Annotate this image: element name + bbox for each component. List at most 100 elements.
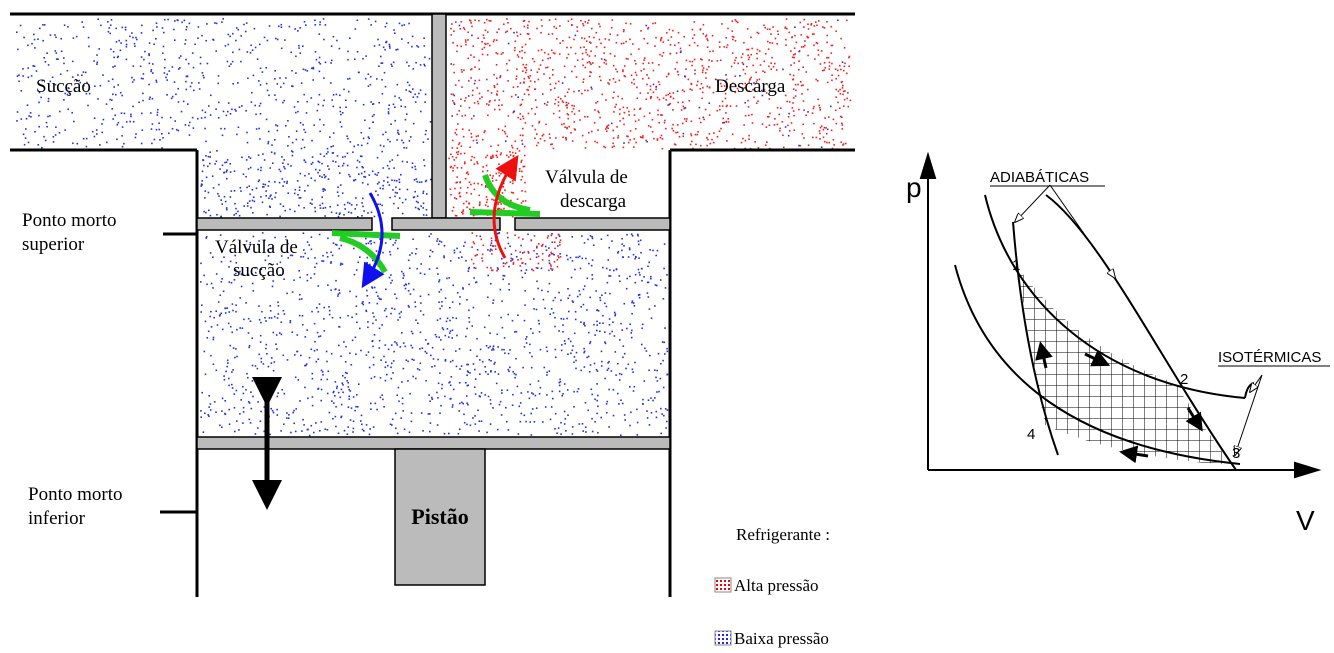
particle <box>33 65 36 67</box>
particle <box>161 133 163 135</box>
particle <box>701 58 703 61</box>
particle <box>227 322 230 325</box>
particle <box>814 58 816 60</box>
particle <box>291 291 294 293</box>
particle <box>611 122 613 125</box>
particle <box>770 62 772 64</box>
particle <box>396 154 399 157</box>
particle <box>451 329 454 332</box>
particle <box>471 232 474 234</box>
particle <box>563 65 566 68</box>
particle <box>696 44 699 47</box>
particle <box>372 103 374 105</box>
particle <box>222 18 224 20</box>
particle <box>465 200 468 203</box>
particle <box>826 56 828 59</box>
particle <box>620 42 623 45</box>
particle <box>726 104 728 107</box>
particle <box>582 303 585 306</box>
particle <box>514 376 516 379</box>
particle <box>646 74 648 76</box>
particle <box>449 166 452 169</box>
particle <box>298 47 300 49</box>
particle <box>607 259 610 261</box>
particle <box>458 192 461 195</box>
particle <box>303 128 305 131</box>
particle <box>330 211 333 214</box>
particle <box>792 102 794 104</box>
particle <box>547 235 549 237</box>
particle <box>34 131 36 133</box>
particle <box>453 102 455 104</box>
particle <box>324 176 326 179</box>
particle <box>493 363 495 365</box>
particle <box>553 241 556 243</box>
particle <box>417 207 419 210</box>
particle <box>648 424 651 426</box>
particle <box>430 354 432 357</box>
particle <box>571 104 573 107</box>
particle <box>425 214 428 216</box>
particle <box>510 95 513 98</box>
particle <box>608 324 611 326</box>
particle <box>272 411 275 414</box>
particle <box>330 261 332 263</box>
particle <box>348 90 350 93</box>
particle <box>503 337 506 339</box>
particle <box>288 414 290 416</box>
particle <box>481 257 483 259</box>
particle <box>625 367 627 370</box>
particle <box>306 70 309 72</box>
particle <box>271 409 274 412</box>
particle <box>34 47 36 49</box>
particle <box>27 76 30 79</box>
particle <box>561 82 564 84</box>
particle <box>476 249 479 251</box>
particle <box>348 388 350 391</box>
particle <box>474 79 476 82</box>
particle <box>357 261 359 264</box>
particle <box>549 137 551 139</box>
particle <box>192 66 195 69</box>
particle <box>348 398 350 400</box>
particle <box>264 183 267 186</box>
particle <box>265 343 268 346</box>
particle <box>633 305 636 307</box>
particle <box>336 385 338 388</box>
particle <box>627 256 630 258</box>
particle <box>592 244 595 246</box>
particle <box>390 63 393 66</box>
particle <box>520 412 523 415</box>
particle <box>315 58 318 61</box>
particle <box>398 178 401 181</box>
particle <box>584 402 587 404</box>
particle <box>332 132 335 134</box>
particle <box>389 160 391 163</box>
particle <box>643 68 645 70</box>
particle <box>573 121 576 123</box>
particle <box>22 68 24 70</box>
particle <box>45 121 48 124</box>
particle <box>612 64 615 67</box>
particle <box>310 97 313 99</box>
particle <box>489 345 491 348</box>
particle <box>773 124 776 126</box>
particle <box>803 137 805 139</box>
particle <box>383 309 386 312</box>
particle <box>804 40 806 42</box>
particle <box>141 24 143 27</box>
particle <box>297 379 300 381</box>
particle <box>649 97 652 100</box>
particle <box>497 144 499 147</box>
particle <box>227 362 229 364</box>
particle <box>246 141 249 144</box>
particle <box>507 115 510 117</box>
particle <box>818 130 821 132</box>
particle <box>748 90 750 92</box>
particle <box>667 73 670 76</box>
particle <box>155 38 157 40</box>
particle <box>108 27 111 29</box>
particle <box>516 68 518 70</box>
particle <box>466 327 468 330</box>
particle <box>741 61 744 64</box>
